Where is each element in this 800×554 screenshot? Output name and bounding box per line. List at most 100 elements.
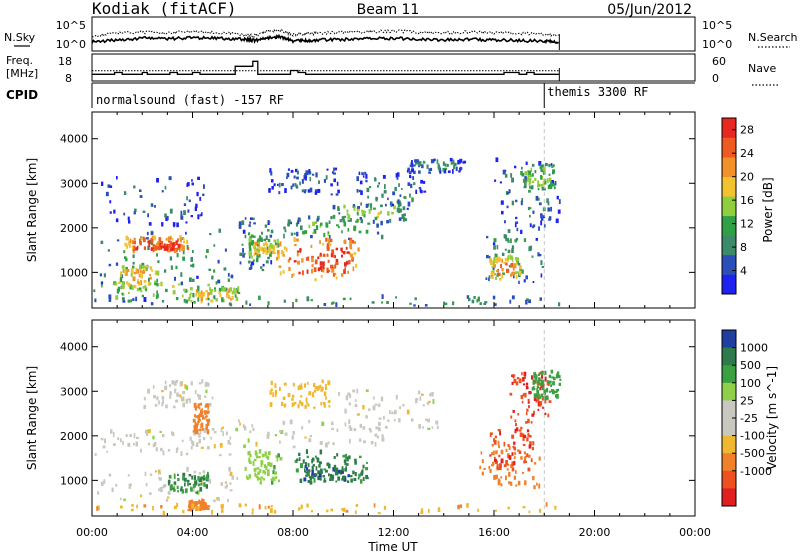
power-cell bbox=[491, 265, 495, 268]
velocity-cell bbox=[294, 459, 298, 463]
velocity-cell bbox=[319, 384, 322, 389]
power-cell bbox=[367, 203, 370, 207]
time-tick-label: 00:00 bbox=[76, 526, 108, 539]
power-cell bbox=[278, 182, 281, 188]
power-cell bbox=[295, 168, 298, 173]
power-cell bbox=[147, 281, 150, 286]
power-cell bbox=[377, 184, 379, 188]
power-blob-15 bbox=[406, 157, 467, 174]
velocity-cell bbox=[190, 381, 193, 386]
power-cell bbox=[319, 240, 321, 244]
velocity-cell bbox=[513, 378, 517, 384]
power-cell bbox=[320, 222, 323, 226]
velocity-cell bbox=[419, 396, 422, 401]
power-cell bbox=[493, 245, 496, 250]
power-colorbar-frame bbox=[721, 117, 737, 295]
velocity-cell bbox=[313, 389, 316, 393]
velocity-cell bbox=[306, 503, 309, 508]
power-cell bbox=[551, 180, 554, 184]
power-cell bbox=[190, 215, 193, 218]
power-cell bbox=[495, 276, 497, 280]
power-cell bbox=[319, 267, 322, 271]
power-cell bbox=[250, 240, 254, 246]
power-cell bbox=[326, 247, 330, 251]
power-colorbar-swatch bbox=[722, 118, 736, 138]
velocity-cell bbox=[169, 486, 173, 491]
velocity-cell bbox=[207, 446, 210, 450]
power-cell bbox=[504, 248, 507, 251]
power-cell bbox=[399, 194, 402, 197]
velocity-cell bbox=[514, 428, 517, 434]
power-cell bbox=[302, 230, 305, 235]
power-colorbar-tick-label: 8 bbox=[740, 241, 747, 254]
power-cell bbox=[175, 247, 178, 252]
velocity-blob-13 bbox=[489, 415, 535, 472]
power-cell bbox=[367, 195, 370, 199]
power-cell bbox=[116, 176, 118, 180]
power-cell bbox=[548, 163, 551, 168]
velocity-cell bbox=[541, 386, 545, 391]
velocity-cell bbox=[202, 415, 205, 420]
power-cell bbox=[295, 238, 299, 242]
power-cell bbox=[227, 272, 230, 277]
power-cell bbox=[365, 203, 369, 208]
power-cell bbox=[309, 187, 313, 193]
time-tick-label: 08:00 bbox=[277, 526, 309, 539]
power-cell bbox=[308, 215, 311, 220]
velocity-cell bbox=[192, 441, 195, 447]
power-cell bbox=[385, 203, 387, 207]
velocity-cell bbox=[316, 386, 319, 391]
velocity-cell bbox=[555, 394, 557, 398]
power-cell bbox=[555, 218, 559, 224]
velocity-colorbar-swatch bbox=[722, 470, 736, 489]
power-cell bbox=[428, 171, 431, 174]
velocity-cell bbox=[537, 397, 540, 402]
power-cell bbox=[287, 219, 291, 223]
power-cell bbox=[546, 198, 549, 203]
power-colorbar-swatch bbox=[722, 196, 736, 217]
power-cell bbox=[218, 228, 221, 233]
velocity-cell bbox=[201, 427, 204, 431]
power-cell bbox=[530, 185, 534, 190]
velocity-cell bbox=[300, 463, 303, 469]
velocity-colorbar-swatch bbox=[722, 365, 736, 384]
power-cell bbox=[420, 179, 423, 184]
power-cell bbox=[248, 260, 251, 264]
velocity-cell bbox=[100, 481, 104, 487]
power-cell bbox=[541, 218, 544, 221]
velocity-cell bbox=[192, 418, 196, 423]
velocity-cell bbox=[342, 475, 346, 480]
power-cell bbox=[537, 197, 540, 201]
velocity-cell bbox=[505, 475, 507, 481]
velocity-cell bbox=[535, 377, 538, 381]
power-cell bbox=[269, 242, 272, 247]
power-cell bbox=[344, 239, 347, 244]
power-cell bbox=[301, 178, 304, 184]
velocity-cell bbox=[164, 385, 167, 391]
power-cell bbox=[275, 256, 279, 261]
velocity-cell bbox=[333, 456, 336, 459]
velocity-cell bbox=[161, 434, 165, 438]
power-cell bbox=[213, 244, 216, 247]
power-cell bbox=[146, 231, 149, 236]
power-cell bbox=[170, 265, 173, 270]
power-cell bbox=[331, 302, 334, 305]
power-cell bbox=[206, 249, 209, 253]
power-cell bbox=[272, 250, 275, 255]
power-cell bbox=[501, 258, 503, 263]
velocity-cell bbox=[319, 441, 323, 445]
velocity-cell bbox=[279, 457, 283, 461]
power-cell bbox=[547, 184, 550, 189]
power-cell bbox=[183, 210, 186, 215]
power-cell bbox=[339, 219, 342, 223]
power-cell bbox=[457, 159, 460, 165]
velocity-cell bbox=[328, 465, 330, 468]
power-cell bbox=[103, 273, 106, 278]
velocity-cell bbox=[279, 386, 281, 392]
velocity-cell bbox=[130, 508, 134, 512]
power-cell bbox=[203, 291, 206, 297]
power-cell bbox=[299, 248, 302, 253]
power-cell bbox=[299, 218, 302, 222]
time-tick-label: 00:00 bbox=[679, 526, 711, 539]
